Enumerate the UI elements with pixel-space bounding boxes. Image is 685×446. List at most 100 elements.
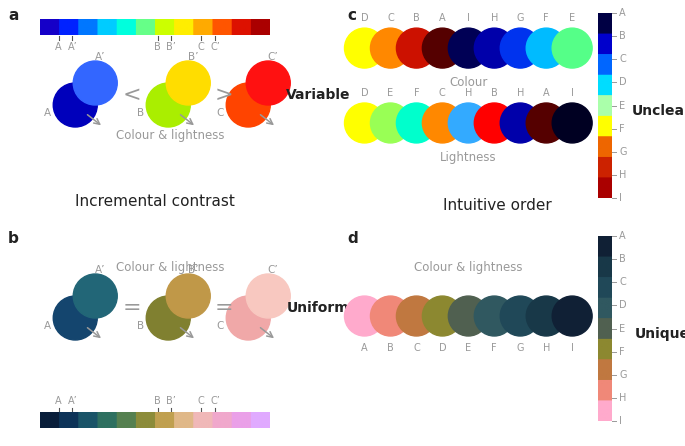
Text: F: F (491, 343, 497, 353)
Circle shape (226, 83, 271, 127)
Text: Colour & lightness: Colour & lightness (116, 128, 225, 141)
Text: A: A (55, 396, 62, 406)
Text: E: E (619, 323, 625, 334)
Text: B’: B’ (166, 396, 176, 406)
Circle shape (345, 103, 384, 143)
Circle shape (345, 28, 384, 68)
Text: =: = (215, 298, 234, 318)
Text: B: B (137, 108, 144, 118)
Circle shape (500, 103, 540, 143)
Circle shape (246, 274, 290, 318)
Text: C’: C’ (268, 265, 279, 275)
Circle shape (500, 296, 540, 336)
Circle shape (526, 103, 566, 143)
Circle shape (449, 28, 488, 68)
Text: G: G (516, 13, 524, 23)
Circle shape (552, 103, 592, 143)
Text: E: E (465, 343, 471, 353)
Text: F: F (619, 347, 625, 357)
Circle shape (371, 296, 410, 336)
Text: B: B (413, 13, 420, 23)
Text: >: > (215, 85, 234, 105)
Text: A: A (55, 42, 62, 52)
Circle shape (166, 274, 210, 318)
Text: C: C (387, 13, 394, 23)
Circle shape (449, 296, 488, 336)
Circle shape (552, 28, 592, 68)
Circle shape (147, 83, 190, 127)
Text: B: B (619, 254, 626, 264)
Text: Variable: Variable (286, 88, 351, 102)
Text: A’: A’ (95, 52, 105, 62)
Text: E: E (388, 88, 393, 98)
Text: A: A (361, 343, 368, 353)
Circle shape (73, 274, 117, 318)
Circle shape (73, 61, 117, 105)
Circle shape (397, 103, 436, 143)
Text: A’: A’ (95, 265, 105, 275)
Text: D: D (438, 343, 446, 353)
Text: G: G (516, 343, 524, 353)
Text: <: < (123, 85, 142, 105)
Text: C: C (216, 108, 224, 118)
Text: Unclear: Unclear (632, 104, 685, 118)
Text: I: I (619, 193, 622, 203)
Text: B: B (137, 321, 144, 331)
Text: C: C (216, 321, 224, 331)
Circle shape (526, 28, 566, 68)
Text: A: A (619, 8, 625, 18)
Text: H: H (490, 13, 498, 23)
Text: Colour & lightness: Colour & lightness (414, 261, 523, 274)
Circle shape (166, 61, 210, 105)
Text: a: a (8, 8, 18, 23)
Text: D: D (361, 88, 369, 98)
Text: G: G (619, 147, 627, 157)
Circle shape (226, 296, 271, 340)
Text: I: I (571, 343, 573, 353)
Text: A’: A’ (68, 42, 77, 52)
Text: H: H (619, 393, 627, 403)
Circle shape (449, 103, 488, 143)
Text: I: I (571, 88, 573, 98)
Circle shape (147, 296, 190, 340)
Circle shape (474, 296, 514, 336)
Circle shape (423, 28, 462, 68)
Text: H: H (516, 88, 524, 98)
Text: Incremental contrast: Incremental contrast (75, 194, 235, 208)
Text: C: C (619, 54, 626, 64)
Text: Intuitive order: Intuitive order (443, 198, 551, 213)
Text: C’: C’ (210, 42, 220, 52)
Circle shape (53, 296, 97, 340)
Text: E: E (569, 13, 575, 23)
Text: d: d (347, 231, 358, 246)
Text: B: B (154, 42, 161, 52)
Text: G: G (619, 370, 627, 380)
Text: Colour: Colour (449, 76, 488, 89)
Text: B: B (619, 31, 626, 41)
Circle shape (552, 296, 592, 336)
Text: c: c (347, 8, 356, 23)
Circle shape (423, 103, 462, 143)
Text: D: D (361, 13, 369, 23)
Circle shape (397, 28, 436, 68)
Text: H: H (543, 343, 550, 353)
Circle shape (500, 28, 540, 68)
Circle shape (397, 296, 436, 336)
Text: E: E (619, 100, 625, 111)
Text: C: C (619, 277, 626, 287)
Text: C: C (439, 88, 446, 98)
Text: A: A (44, 108, 51, 118)
Text: C: C (413, 343, 420, 353)
Text: C: C (198, 396, 205, 406)
Text: Lightness: Lightness (440, 151, 497, 164)
Text: H: H (464, 88, 472, 98)
Circle shape (53, 83, 97, 127)
Circle shape (371, 103, 410, 143)
Text: A’: A’ (68, 396, 77, 406)
Text: B: B (491, 88, 498, 98)
Circle shape (345, 296, 384, 336)
Circle shape (474, 28, 514, 68)
Text: Unique: Unique (634, 327, 685, 341)
Text: D: D (619, 301, 627, 310)
Circle shape (526, 296, 566, 336)
